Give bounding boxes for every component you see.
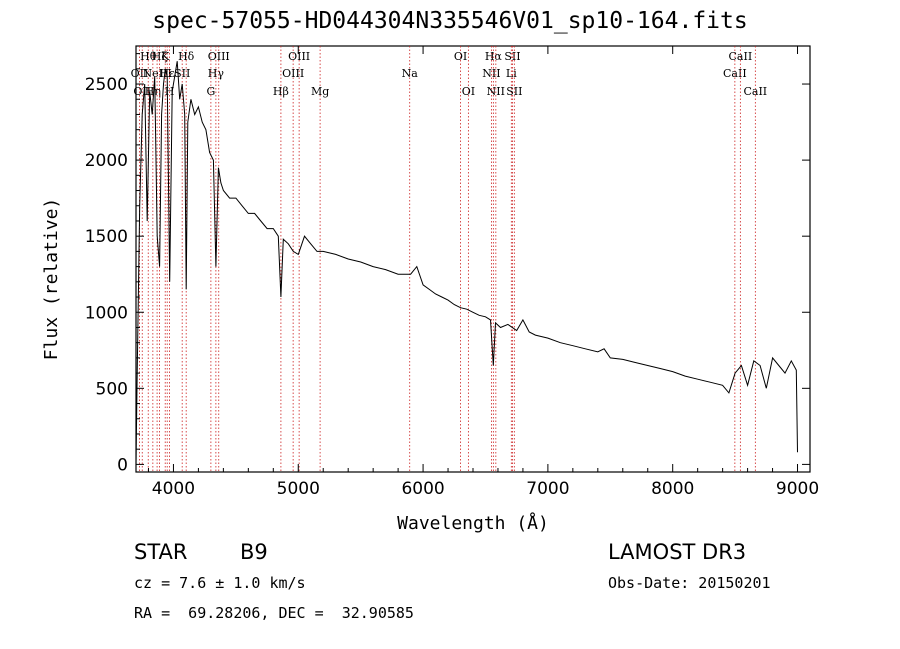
line-label-22: Hα [485, 50, 503, 63]
y-tick-label-5: 2500 [85, 75, 128, 95]
line-label-17: Mg [311, 85, 329, 98]
y-tick-label-3: 1500 [85, 227, 128, 247]
spectral-line-markers: OIIOIIHθHηNeIIIHζKHεHSIIHδGHγOIIIHβOIIIO… [131, 46, 767, 472]
line-label-12: Hγ [208, 67, 225, 80]
x-tick-label-2: 6000 [401, 479, 444, 499]
line-label-21: NII [482, 67, 500, 80]
survey-name: LAMOST DR3 [608, 540, 747, 564]
line-label-26: SII [506, 85, 522, 98]
y-axis-label: Flux (relative) [41, 198, 62, 361]
axes: 4000 5000 6000 7000 8000 9000 0 500 1000 1500 2000… [41, 46, 819, 534]
line-label-24: Li [506, 67, 517, 80]
line-label-29: CaII [743, 85, 767, 98]
line-label-19: OI [454, 50, 467, 63]
coordinates: RA = 69.28206, DEC = 32.90585 [134, 604, 414, 622]
line-label-3: Hη [145, 85, 161, 98]
y-tick-label-2: 1000 [85, 303, 128, 323]
line-label-8: H [165, 85, 175, 98]
observation-date: Obs-Date: 20150201 [608, 574, 771, 592]
line-label-5: Hζ [152, 50, 168, 63]
plot-border [135, 45, 811, 473]
y-tick-label-1: 500 [96, 379, 128, 399]
y-tick-label-0: 0 [117, 455, 128, 475]
line-label-18: Na [402, 67, 419, 80]
redshift-cz: cz = 7.6 ± 1.0 km/s [134, 574, 306, 592]
x-tick-label-1: 5000 [277, 479, 320, 499]
chart-title: spec-57055-HD044304N335546V01_sp10-164.f… [152, 8, 748, 34]
line-label-6: K [161, 50, 170, 63]
series-group [135, 61, 798, 465]
line-label-27: CaII [723, 67, 747, 80]
line-label-20: OI [462, 85, 475, 98]
y-tick-label-4: 2000 [85, 151, 128, 171]
x-tick-label-5: 9000 [776, 479, 819, 499]
line-label-23: NII [487, 85, 505, 98]
line-label-10: Hδ [178, 50, 195, 63]
line-label-15: OIII [282, 67, 304, 80]
line-label-13: OIII [208, 50, 230, 63]
line-label-14: Hβ [273, 85, 289, 98]
line-label-7: Hε [160, 67, 176, 80]
x-tick-label-3: 7000 [526, 479, 569, 499]
line-label-16: OIII [288, 50, 310, 63]
object-subclass: B9 [240, 540, 268, 564]
line-label-0: OII [131, 67, 149, 80]
line-label-25: SII [504, 50, 520, 63]
line-label-1: OII [133, 85, 151, 98]
line-label-28: CaII [729, 50, 753, 63]
x-tick-label-4: 8000 [651, 479, 694, 499]
line-label-11: G [206, 85, 215, 98]
x-axis-label: Wavelength (Å) [397, 512, 549, 534]
plot-frame [135, 45, 811, 473]
x-tick-label-0: 4000 [152, 479, 195, 499]
object-type: STAR [134, 540, 188, 564]
series-spectrum [135, 61, 798, 465]
line-label-9: SII [174, 67, 190, 80]
